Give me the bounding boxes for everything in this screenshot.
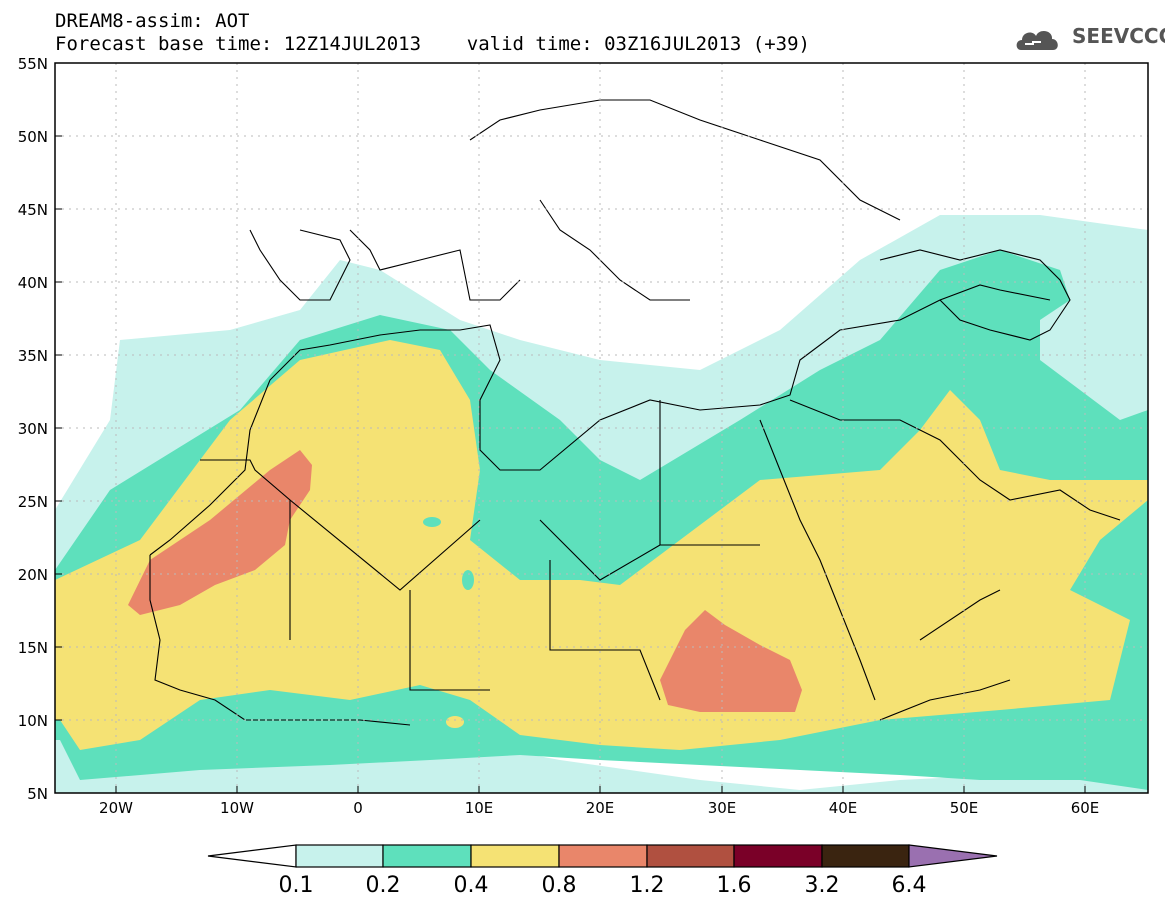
- forecast-time-line: Forecast base time: 12Z14JUL2013 valid t…: [55, 33, 810, 55]
- graticule: [55, 63, 1148, 793]
- colorbar-swatch-3.2-6.4: [821, 844, 910, 868]
- colorbar-label: 1.2: [630, 873, 665, 898]
- colorbar-label: 6.4: [892, 873, 927, 898]
- map-title: DREAM8-assim: AOT: [55, 10, 250, 32]
- colorbar-arrow-low: [207, 844, 297, 868]
- lon-label-20w: 20W: [99, 799, 133, 817]
- lon-label-10e: 10E: [465, 799, 494, 817]
- lat-label-35n: 35N: [18, 347, 48, 365]
- aot-spot: [423, 517, 441, 527]
- lon-label-60e: 60E: [1071, 799, 1100, 817]
- lat-label-30n: 30N: [18, 420, 48, 438]
- colorbar: [207, 844, 998, 868]
- aot-spot: [462, 570, 474, 590]
- lat-label-45n: 45N: [18, 201, 48, 219]
- colorbar-arrow-high: [908, 844, 998, 868]
- lat-label-25n: 25N: [18, 493, 48, 511]
- colorbar-label: 3.2: [805, 873, 840, 898]
- lon-label-0: 0: [353, 799, 363, 817]
- aot-spot: [446, 716, 464, 728]
- colorbar-label: 1.6: [717, 873, 752, 898]
- lon-label-50e: 50E: [950, 799, 979, 817]
- colorbar-swatch-0.4-0.8: [470, 844, 560, 868]
- lat-label-15n: 15N: [18, 639, 48, 657]
- colorbar-swatch-1.6-3.2: [733, 844, 823, 868]
- lon-label-10w: 10W: [220, 799, 254, 817]
- lon-label-40e: 40E: [829, 799, 858, 817]
- lat-label-55n: 55N: [18, 55, 48, 73]
- lon-label-20e: 20E: [586, 799, 615, 817]
- colorbar-swatch-1.2-1.6: [646, 844, 735, 868]
- colorbar-label: 0.4: [454, 873, 489, 898]
- colorbar-swatch-0.1-0.2: [295, 844, 384, 868]
- colorbar-swatch-0.8-1.2: [558, 844, 648, 868]
- lat-label-20n: 20N: [18, 566, 48, 584]
- seevccc-logo-text: SEEVCCC: [1072, 24, 1165, 48]
- lat-label-50n: 50N: [18, 128, 48, 146]
- colorbar-label: 0.1: [279, 873, 314, 898]
- axis-ticks: [55, 62, 1086, 793]
- lat-label-5n: 5N: [27, 785, 48, 803]
- aot-band-0.8-1.2-sudan: [660, 610, 802, 712]
- lat-label-40n: 40N: [18, 274, 48, 292]
- lat-label-10n: 10N: [18, 712, 48, 730]
- colorbar-swatch-0.2-0.4: [382, 844, 472, 868]
- seevccc-cloud-logo-icon: [1016, 30, 1058, 50]
- lon-label-30e: 30E: [708, 799, 737, 817]
- colorbar-label: 0.2: [366, 873, 401, 898]
- colorbar-label: 0.8: [542, 873, 577, 898]
